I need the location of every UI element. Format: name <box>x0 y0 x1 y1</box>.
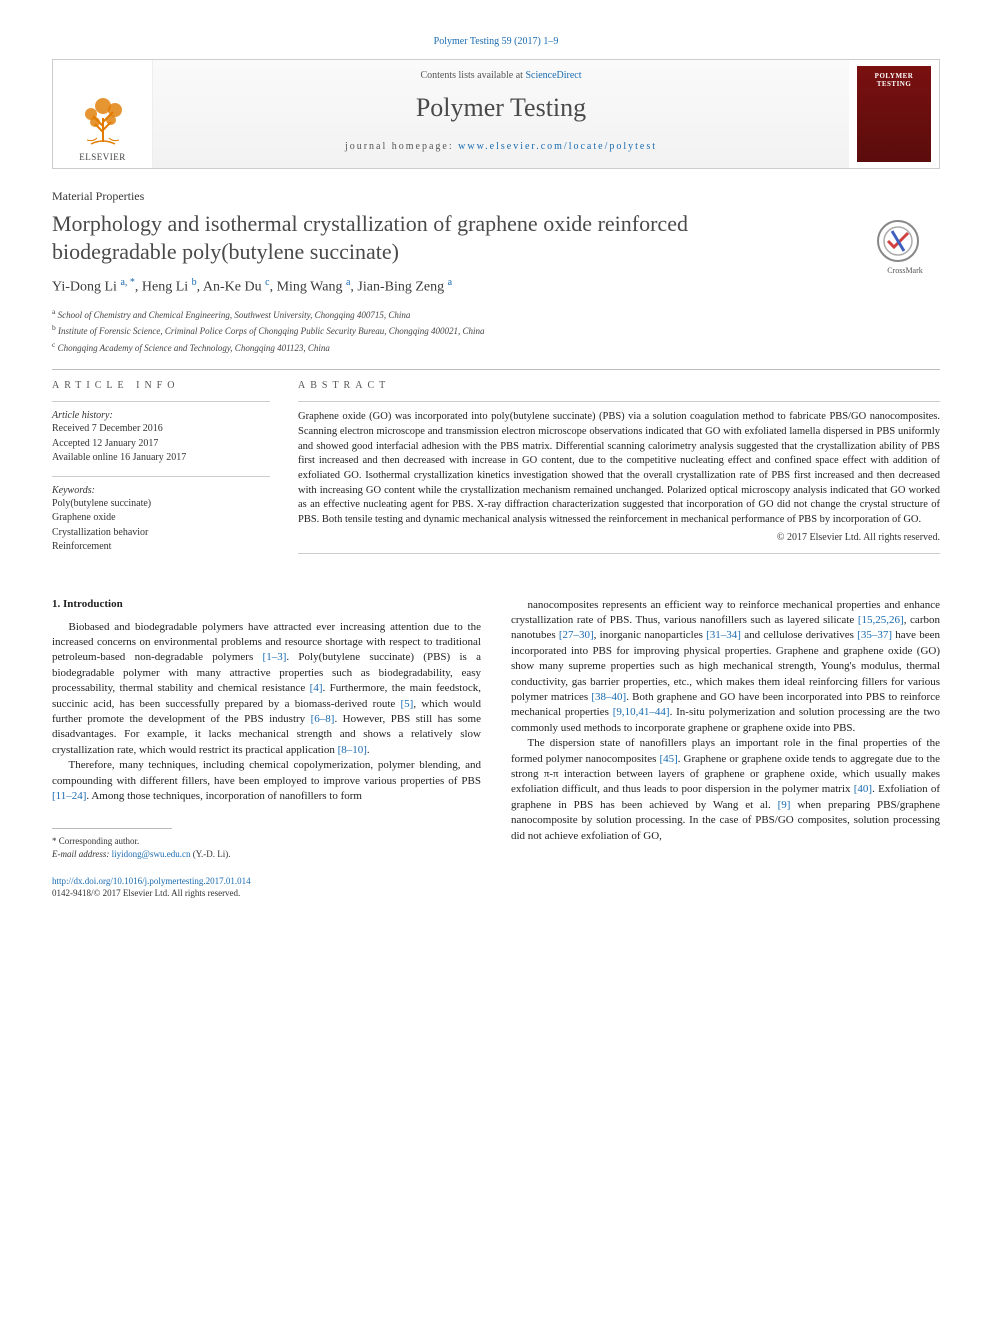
journal-masthead: ELSEVIER Contents lists available at Sci… <box>52 59 940 169</box>
journal-name: Polymer Testing <box>161 93 841 123</box>
divider <box>298 401 940 402</box>
contents-lists-line: Contents lists available at ScienceDirec… <box>161 70 841 81</box>
citation-link[interactable]: [5] <box>401 698 414 710</box>
sciencedirect-link[interactable]: ScienceDirect <box>525 70 581 81</box>
divider <box>52 476 270 477</box>
article-section-label: Material Properties <box>52 189 940 204</box>
issn-copyright-line: 0142-9418/© 2017 Elsevier Ltd. All right… <box>52 888 240 898</box>
citation-link[interactable]: [11–24] <box>52 790 86 802</box>
abstract-column: ABSTRACT Graphene oxide (GO) was incorpo… <box>298 380 940 562</box>
article-title: Morphology and isothermal crystallizatio… <box>52 210 802 265</box>
journal-homepage-link[interactable]: www.elsevier.com/locate/polytest <box>458 141 657 152</box>
masthead-right: POLYMER TESTING <box>849 60 939 168</box>
keywords-label: Keywords: <box>52 485 270 496</box>
journal-homepage-line: journal homepage: www.elsevier.com/locat… <box>161 141 841 152</box>
abstract-copyright: © 2017 Elsevier Ltd. All rights reserved… <box>298 532 940 543</box>
body-left-column: 1. Introduction Biobased and biodegradab… <box>52 598 481 900</box>
citation-link[interactable]: [1–3] <box>263 651 287 663</box>
corresponding-author-note: * Corresponding author. <box>52 835 481 848</box>
email-suffix: (Y.-D. Li). <box>193 849 231 859</box>
author-list: Yi-Dong Li a, *, Heng Li b, An-Ke Du c, … <box>52 277 940 296</box>
body-left-text: Biobased and biodegradable polymers have… <box>52 620 481 805</box>
abstract-heading: ABSTRACT <box>298 380 940 391</box>
email-line: E-mail address: liyidong@swu.edu.cn (Y.-… <box>52 848 481 861</box>
history-label: Article history: <box>52 410 270 421</box>
publisher-block: ELSEVIER <box>53 60 153 168</box>
publisher-name: ELSEVIER <box>79 152 126 162</box>
intro-heading: 1. Introduction <box>52 598 481 610</box>
masthead-center: Contents lists available at ScienceDirec… <box>153 60 849 168</box>
corresponding-email-link[interactable]: liyidong@swu.edu.cn <box>112 849 191 859</box>
citation-link[interactable]: [31–34] <box>706 629 741 641</box>
citation-link[interactable]: [8–10] <box>338 744 367 756</box>
citation-link[interactable]: [9] <box>778 799 791 811</box>
divider <box>298 553 940 554</box>
email-label: E-mail address: <box>52 849 109 859</box>
home-prefix: journal homepage: <box>345 141 458 152</box>
doi-link[interactable]: http://dx.doi.org/10.1016/j.polymertesti… <box>52 876 251 886</box>
divider <box>52 369 940 370</box>
citation-link[interactable]: [4] <box>310 682 323 694</box>
citation-link[interactable]: [15,25,26] <box>858 614 904 626</box>
body-right-text: nanocomposites represents an efficient w… <box>511 598 940 844</box>
journal-cover-thumb: POLYMER TESTING <box>857 66 931 162</box>
footnote-divider <box>52 828 172 829</box>
body-right-column: nanocomposites represents an efficient w… <box>511 598 940 900</box>
citation-line: Polymer Testing 59 (2017) 1–9 <box>52 36 940 47</box>
elsevier-tree-logo <box>75 90 131 150</box>
citation-link[interactable]: [40] <box>854 783 872 795</box>
citation-link[interactable]: [6–8] <box>311 713 335 725</box>
citation-link[interactable]: [27–30] <box>559 629 594 641</box>
keyword-list: Poly(butylene succinate)Graphene oxideCr… <box>52 497 270 555</box>
affiliation-list: a School of Chemistry and Chemical Engin… <box>52 306 940 356</box>
abstract-text: Graphene oxide (GO) was incorporated int… <box>298 410 940 528</box>
contents-prefix: Contents lists available at <box>420 70 525 81</box>
citation-link[interactable]: [45] <box>659 753 677 765</box>
svg-text:CrossMark: CrossMark <box>887 266 923 275</box>
history-list: Received 7 December 2016Accepted 12 Janu… <box>52 422 270 466</box>
article-info-heading: ARTICLE INFO <box>52 380 270 391</box>
article-info-column: ARTICLE INFO Article history: Received 7… <box>52 380 270 562</box>
crossmark-badge[interactable]: CrossMark <box>874 217 936 279</box>
citation-link[interactable]: [38–40] <box>591 691 626 703</box>
citation-link[interactable]: [35–37] <box>857 629 892 641</box>
citation-link[interactable]: [9,10,41–44] <box>613 706 670 718</box>
doi-block: http://dx.doi.org/10.1016/j.polymertesti… <box>52 875 481 900</box>
cover-title: POLYMER TESTING <box>860 72 928 89</box>
divider <box>52 401 270 402</box>
